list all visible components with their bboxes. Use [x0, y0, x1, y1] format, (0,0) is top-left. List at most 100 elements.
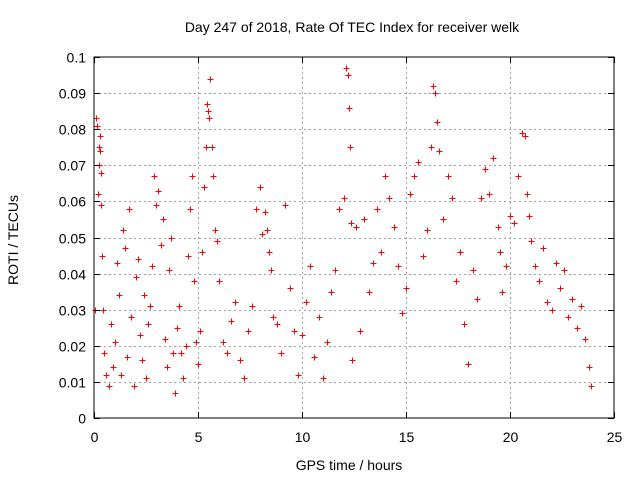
data-point-0-127 — [424, 227, 431, 234]
data-point-0-147 — [497, 249, 504, 256]
y-tick-label-5: 0.05 — [59, 231, 86, 247]
y-tick-label-8: 0.08 — [59, 122, 86, 138]
data-point-0-49 — [178, 350, 185, 357]
data-point-0-76 — [241, 375, 248, 382]
data-point-0-15 — [108, 321, 115, 328]
data-point-0-143 — [482, 166, 489, 173]
data-point-0-95 — [307, 263, 314, 270]
axes — [93, 56, 615, 419]
x-tick-label-5: 25 — [607, 429, 623, 445]
y-axis-label: ROTI / TECUs — [5, 195, 21, 285]
data-point-0-52 — [185, 253, 192, 260]
data-point-0-32 — [143, 375, 150, 382]
data-point-0-97 — [316, 314, 323, 321]
y-tick-label-1: 0.01 — [59, 375, 86, 391]
data-point-0-18 — [114, 260, 121, 267]
data-point-0-157 — [528, 238, 535, 245]
data-point-0-125 — [415, 159, 422, 166]
data-point-0-138 — [461, 321, 468, 328]
scatter-points — [92, 65, 595, 397]
data-point-0-161 — [544, 299, 551, 306]
data-point-0-10 — [99, 253, 106, 260]
data-point-0-172 — [588, 383, 595, 390]
data-point-0-64 — [206, 115, 213, 122]
data-point-0-46 — [172, 390, 179, 397]
data-point-0-109 — [349, 357, 356, 364]
data-point-0-141 — [474, 296, 481, 303]
data-point-0-3 — [95, 191, 102, 198]
data-point-0-53 — [187, 206, 194, 213]
plot-frame — [93, 56, 615, 419]
data-point-0-145 — [490, 155, 497, 162]
y-tick-label-6: 0.06 — [59, 194, 86, 210]
data-point-0-113 — [366, 289, 373, 296]
data-point-0-80 — [257, 184, 264, 191]
data-point-0-100 — [328, 289, 335, 296]
data-point-0-92 — [295, 372, 302, 379]
data-point-0-28 — [135, 256, 142, 263]
data-point-0-115 — [374, 206, 381, 213]
data-point-0-168 — [574, 325, 581, 332]
data-point-0-6 — [97, 133, 104, 140]
data-point-0-89 — [282, 202, 289, 209]
data-point-0-66 — [209, 144, 216, 151]
data-point-0-22 — [122, 245, 129, 252]
data-point-0-169 — [578, 303, 585, 310]
data-point-0-171 — [586, 364, 593, 371]
data-point-0-88 — [278, 350, 285, 357]
data-point-0-155 — [524, 191, 531, 198]
data-point-0-83 — [264, 227, 271, 234]
data-point-0-9 — [98, 202, 105, 209]
data-point-0-87 — [274, 321, 281, 328]
data-point-0-106 — [346, 105, 353, 112]
data-point-0-27 — [133, 274, 140, 281]
data-point-0-55 — [191, 278, 198, 285]
data-point-0-103 — [341, 195, 348, 202]
data-point-0-33 — [145, 321, 152, 328]
data-point-0-81 — [259, 231, 266, 238]
data-point-0-149 — [503, 263, 510, 270]
y-tick-label-7: 0.07 — [59, 158, 86, 174]
data-point-0-140 — [470, 267, 477, 274]
data-point-0-130 — [432, 90, 439, 97]
data-point-0-151 — [511, 220, 518, 227]
data-point-0-137 — [457, 249, 464, 256]
data-point-0-71 — [220, 339, 227, 346]
data-point-0-82 — [262, 209, 269, 216]
data-point-0-75 — [237, 357, 244, 364]
data-point-0-11 — [100, 307, 107, 314]
data-point-0-12 — [101, 350, 108, 357]
data-point-0-167 — [569, 296, 576, 303]
data-point-0-42 — [164, 364, 171, 371]
data-point-0-134 — [445, 173, 452, 180]
y-tick-label-2: 0.02 — [59, 339, 86, 355]
data-point-0-111 — [357, 328, 364, 335]
data-point-0-116 — [378, 249, 385, 256]
data-point-0-108 — [348, 220, 355, 227]
data-point-0-142 — [478, 195, 485, 202]
data-point-0-23 — [124, 354, 131, 361]
data-point-0-118 — [386, 195, 393, 202]
grid-lines — [94, 57, 614, 418]
data-point-0-2 — [94, 123, 101, 130]
data-point-0-7 — [97, 148, 104, 155]
data-point-0-91 — [291, 328, 298, 335]
data-point-0-29 — [137, 332, 144, 339]
data-point-0-73 — [228, 318, 235, 325]
data-point-0-74 — [232, 299, 239, 306]
data-point-0-139 — [465, 361, 472, 368]
data-point-0-86 — [270, 314, 277, 321]
data-point-0-154 — [522, 133, 529, 140]
data-point-0-122 — [403, 285, 410, 292]
data-point-0-153 — [519, 130, 526, 137]
data-point-0-146 — [495, 224, 502, 231]
data-point-0-24 — [126, 206, 133, 213]
data-point-0-16 — [110, 364, 117, 371]
axis-ticks: 0 5 10 15 20 25 0 0.01 0.02 0.03 0.04 0.05 0.06 0.07 0… — [59, 50, 623, 446]
data-point-0-144 — [486, 191, 493, 198]
data-point-0-77 — [245, 328, 252, 335]
y-tick-label-3: 0.03 — [59, 303, 86, 319]
data-point-0-36 — [151, 173, 158, 180]
data-point-0-40 — [160, 216, 167, 223]
